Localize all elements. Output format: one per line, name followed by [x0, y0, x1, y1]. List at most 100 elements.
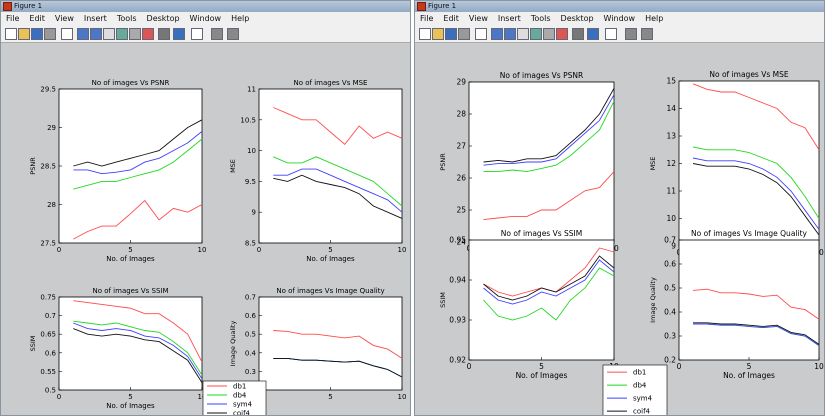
y-tick-label: 25: [456, 206, 466, 215]
menu-insert[interactable]: Insert: [83, 14, 107, 23]
menu-help[interactable]: Help: [231, 14, 250, 23]
y-tick-label: 24: [456, 238, 466, 247]
save-icon[interactable]: [31, 28, 43, 40]
brush-icon[interactable]: [556, 28, 568, 40]
zoom-out-icon[interactable]: [504, 28, 516, 40]
x-tick-label: 10: [814, 362, 824, 371]
y-tick-label: 9: [252, 209, 256, 217]
legend-label-coif4: coif4: [233, 409, 251, 416]
subplot: No of images Vs Image Quality 0.2 0.3 0.4 0.…: [649, 229, 824, 380]
x-tick-label: 5: [128, 246, 132, 254]
chart-title: No of images Vs MSE: [709, 70, 789, 79]
y-tick-label: 0.6: [245, 312, 257, 320]
print-icon[interactable]: [458, 28, 470, 40]
y-tick-label: 0.55: [40, 368, 56, 376]
hide-tools-icon[interactable]: [625, 28, 637, 40]
pan-icon[interactable]: [517, 28, 529, 40]
legend-label-db4: db4: [233, 391, 247, 399]
matlab-figure-icon: [3, 2, 12, 11]
legend-label-db1: db1: [633, 369, 646, 377]
plot-area: No of images Vs PSNR 24 25 26 27 28 29 0 5 10 No. …: [415, 44, 824, 416]
rotate-icon[interactable]: [116, 28, 128, 40]
pointer-icon[interactable]: [61, 28, 73, 40]
y-tick-label: 27.5: [40, 240, 56, 248]
pointer-icon[interactable]: [475, 28, 487, 40]
open-icon[interactable]: [18, 28, 30, 40]
data-cursor-icon[interactable]: [543, 28, 555, 40]
y-tick-label: 0.7: [664, 236, 676, 245]
menu-tools[interactable]: Tools: [116, 14, 137, 23]
pan-icon[interactable]: [103, 28, 115, 40]
menu-file[interactable]: File: [420, 14, 434, 23]
print-icon[interactable]: [44, 28, 56, 40]
plot-area: No of images Vs PSNR 27.5 28 28.5 29 29.5 0 5 10…: [1, 44, 410, 416]
x-tick-label: 0: [57, 246, 61, 254]
y-tick-label: 0.75: [40, 294, 56, 302]
y-tick-label: 0.4: [245, 349, 257, 357]
series-line-db4: [483, 100, 615, 173]
menu-file[interactable]: File: [6, 14, 20, 23]
y-axis-label: MSE: [649, 157, 657, 171]
menu-window[interactable]: Window: [189, 14, 222, 23]
show-tools-icon[interactable]: [227, 28, 239, 40]
series-line-db1: [273, 107, 403, 146]
link-icon[interactable]: [158, 28, 170, 40]
link-icon[interactable]: [572, 28, 584, 40]
y-axis-label: Image Quality: [649, 277, 657, 323]
x-axis-label: No. of Images: [106, 402, 155, 410]
y-tick-label: 0.5: [245, 331, 256, 339]
menu-desktop[interactable]: Desktop: [146, 14, 180, 23]
menu-insert[interactable]: Insert: [497, 14, 521, 23]
menu-edit[interactable]: Edit: [443, 14, 459, 23]
colorbar-icon[interactable]: [587, 28, 599, 40]
y-tick-label: 0.3: [664, 332, 676, 341]
title-bar[interactable]: Figure 1: [415, 1, 824, 12]
legend-icon[interactable]: [605, 28, 617, 40]
legend-icon[interactable]: [191, 28, 203, 40]
subplot: No of images Vs MSE 8.5 9 9.5 10 10.5 11 0 5 10 No…: [229, 79, 406, 263]
series-line-sym4: [483, 94, 615, 166]
zoom-out-icon[interactable]: [90, 28, 102, 40]
x-tick-label: 10: [198, 393, 207, 401]
menu-edit[interactable]: Edit: [29, 14, 45, 23]
hide-tools-icon[interactable]: [211, 28, 223, 40]
chart-title: No of images Vs SSIM: [92, 287, 168, 295]
figure-window-1: Figure 1 File Edit View Insert Tools Desktop W…: [0, 0, 411, 416]
data-cursor-icon[interactable]: [129, 28, 141, 40]
x-tick-label: 10: [198, 246, 207, 254]
menu-window[interactable]: Window: [603, 14, 636, 23]
y-tick-label: 0.95: [449, 236, 466, 245]
y-tick-label: 0.3: [245, 368, 256, 376]
new-figure-icon[interactable]: [419, 28, 431, 40]
series-line-db1: [692, 288, 820, 320]
menu-view[interactable]: View: [468, 14, 488, 23]
axes-box: [258, 88, 403, 244]
subplot: No of images Vs SSIM 0.5 0.55 0.6 0.65 0.7 0.7…: [29, 287, 206, 410]
save-icon[interactable]: [445, 28, 457, 40]
legend-label-coif4: coif4: [633, 408, 651, 416]
zoom-in-icon[interactable]: [77, 28, 89, 40]
title-bar[interactable]: Figure 1: [1, 1, 410, 12]
menu-desktop[interactable]: Desktop: [560, 14, 594, 23]
y-axis-label: SSIM: [439, 292, 447, 308]
colorbar-icon[interactable]: [173, 28, 185, 40]
zoom-in-icon[interactable]: [491, 28, 503, 40]
series-line-coif4: [483, 88, 615, 163]
x-tick-label: 5: [539, 362, 544, 371]
show-tools-icon[interactable]: [641, 28, 653, 40]
menu-view[interactable]: View: [54, 14, 74, 23]
legend-label-sym4: sym4: [633, 395, 653, 403]
y-tick-label: 0.5: [45, 387, 56, 395]
rotate-icon[interactable]: [530, 28, 542, 40]
menu-help[interactable]: Help: [645, 14, 664, 23]
brush-icon[interactable]: [142, 28, 154, 40]
new-figure-icon[interactable]: [5, 28, 17, 40]
y-tick-label: 0.6: [664, 260, 676, 269]
series-line-coif4: [693, 322, 820, 345]
x-tick-label: 0: [467, 362, 472, 371]
open-icon[interactable]: [432, 28, 444, 40]
window-title: Figure 1: [14, 2, 43, 10]
menu-tools[interactable]: Tools: [530, 14, 551, 23]
